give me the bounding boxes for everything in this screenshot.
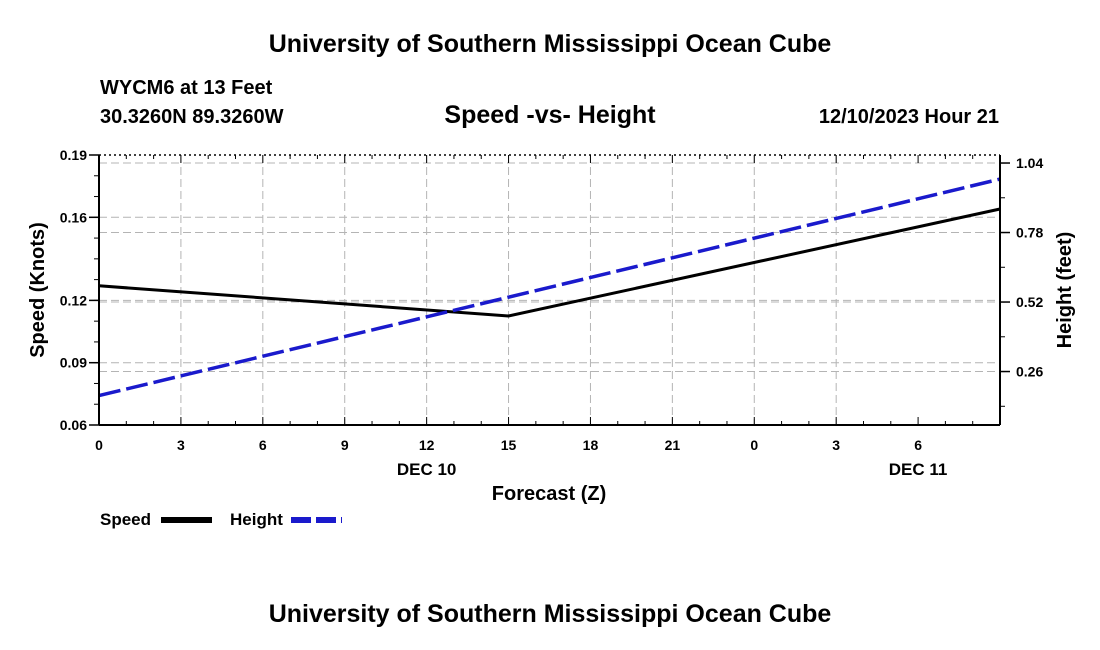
series-speed-line	[98, 207, 1001, 318]
chart-series	[98, 177, 1001, 398]
x-date-label: DEC 10	[397, 460, 457, 479]
x-tick-label: 15	[501, 437, 517, 453]
date-label: 12/10/2023 Hour 21	[818, 106, 999, 128]
chart-frame	[98, 154, 1001, 426]
y-axis-left-label: Speed (Knots)	[27, 222, 49, 358]
x-date-label: DEC 11	[889, 460, 948, 479]
x-tick-label: 12	[419, 437, 435, 453]
station-label: WYCM6 at 13 Feet	[100, 77, 273, 99]
y-right-tick-label: 1.04	[1016, 155, 1043, 171]
x-tick-label: 3	[832, 437, 840, 453]
y-left-tick-label: 0.06	[60, 417, 87, 433]
chart-title: Speed -vs- Height	[444, 101, 656, 129]
legend-speed-label: Speed	[100, 510, 151, 529]
y-axis-right-label: Height (feet)	[1054, 232, 1076, 349]
main-title: University of Southern Mississippi Ocean…	[268, 30, 832, 58]
x-tick-label: 0	[750, 437, 758, 453]
series-height-line	[98, 177, 1001, 398]
y-right-tick-label: 0.78	[1016, 225, 1043, 241]
x-tick-label: 9	[341, 437, 349, 453]
chart-grid	[99, 155, 1000, 425]
y-left-tick-label: 0.19	[60, 147, 87, 163]
y-left-tick-label: 0.09	[60, 355, 87, 371]
legend: Speed Height	[100, 510, 342, 529]
x-tick-label: 0	[95, 437, 103, 453]
x-tick-label: 6	[259, 437, 267, 453]
chart-ticks: 0 3 6 9 12 15 18 21 0 3 6 DEC 10 DEC 11 0.06 0.09 0.12 0…	[60, 147, 1044, 479]
x-tick-label: 3	[177, 437, 185, 453]
x-axis-label: Forecast (Z)	[492, 483, 606, 505]
x-tick-label: 18	[583, 437, 599, 453]
footer-title: University of Southern Mississippi Ocean…	[268, 600, 832, 628]
x-tick-label: 6	[914, 437, 922, 453]
y-left-tick-label: 0.12	[60, 292, 87, 308]
y-left-tick-label: 0.16	[60, 209, 87, 225]
y-right-tick-label: 0.52	[1016, 294, 1043, 310]
y-right-tick-label: 0.26	[1016, 364, 1043, 380]
legend-height-label: Height	[230, 510, 283, 529]
coordinates-label: 30.3260N 89.3260W	[100, 106, 284, 128]
x-tick-label: 21	[665, 437, 681, 453]
